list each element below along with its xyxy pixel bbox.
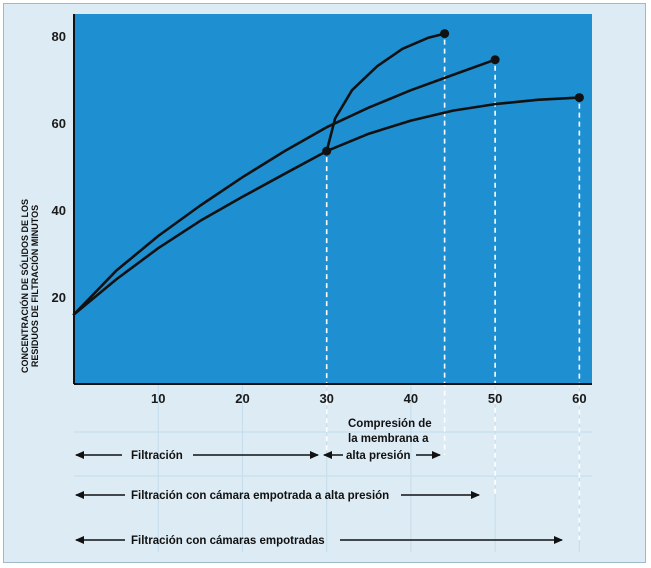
chart: 20 40 60 80 10 20 30 40 50 60 CONCENTRACIÓN DE SÓ… bbox=[19, 14, 592, 552]
y-axis-title-line-1: CONCENTRACIÓN DE SÓLIDOS DE LOS bbox=[19, 199, 30, 373]
x-tick-label-10: 10 bbox=[151, 391, 165, 406]
grid-lines bbox=[74, 384, 592, 552]
series-line-compresion-membrana bbox=[325, 32, 446, 153]
compresion-label-line-2: la membrana a bbox=[348, 433, 429, 445]
compresion-label-line-3: alta presión bbox=[346, 450, 411, 462]
filtracion-label: Filtración bbox=[131, 450, 183, 462]
axes bbox=[73, 14, 592, 385]
point-camara-empotrada-alta-presion-end bbox=[490, 55, 500, 65]
y-tick-label-60: 60 bbox=[52, 116, 66, 131]
point-compresion-membrana-end bbox=[440, 29, 450, 39]
compresion-label-line-1: Compresión de bbox=[348, 418, 432, 430]
y-tick-label-40: 40 bbox=[52, 203, 66, 218]
x-tick-label-40: 40 bbox=[404, 391, 418, 406]
point-compresion-membrana-start bbox=[322, 146, 332, 156]
tick-labels: 20 40 60 80 10 20 30 40 50 60 bbox=[52, 29, 587, 406]
plot-area bbox=[74, 14, 592, 384]
alta-presion-label: Filtración con cámara empotrada a alta p… bbox=[131, 490, 389, 502]
drop-lines bbox=[325, 39, 581, 540]
x-tick-label-30: 30 bbox=[319, 391, 333, 406]
series-line-camara-empotrada-alta-presion bbox=[72, 58, 497, 316]
y-tick-label-20: 20 bbox=[52, 290, 66, 305]
x-tick-label-20: 20 bbox=[235, 391, 249, 406]
y-tick-label-80: 80 bbox=[52, 29, 66, 44]
x-tick-label-50: 50 bbox=[488, 391, 502, 406]
x-tick-label-60: 60 bbox=[572, 391, 586, 406]
y-axis-title-line-2: RESIDUOS DE FILTRACIÓN MINUTOS bbox=[29, 205, 40, 367]
annotations: Filtración Compresión de la membrana a a… bbox=[75, 418, 563, 547]
point-camaras-empotradas-end bbox=[574, 93, 584, 103]
figure-frame: 20 40 60 80 10 20 30 40 50 60 CONCENTRACIÓN DE SÓ… bbox=[3, 3, 646, 563]
camaras-label: Filtración con cámaras empotradas bbox=[131, 535, 325, 547]
y-axis-title: CONCENTRACIÓN DE SÓLIDOS DE LOS RESIDUOS… bbox=[19, 199, 40, 373]
series-layer bbox=[72, 29, 584, 316]
